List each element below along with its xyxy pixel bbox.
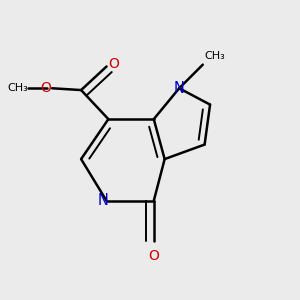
Text: N: N — [174, 81, 184, 96]
Text: CH₃: CH₃ — [205, 51, 225, 61]
Text: CH₃: CH₃ — [7, 83, 28, 93]
Text: O: O — [40, 81, 51, 95]
Text: O: O — [148, 249, 159, 263]
Text: O: O — [108, 57, 119, 70]
Text: N: N — [98, 193, 108, 208]
